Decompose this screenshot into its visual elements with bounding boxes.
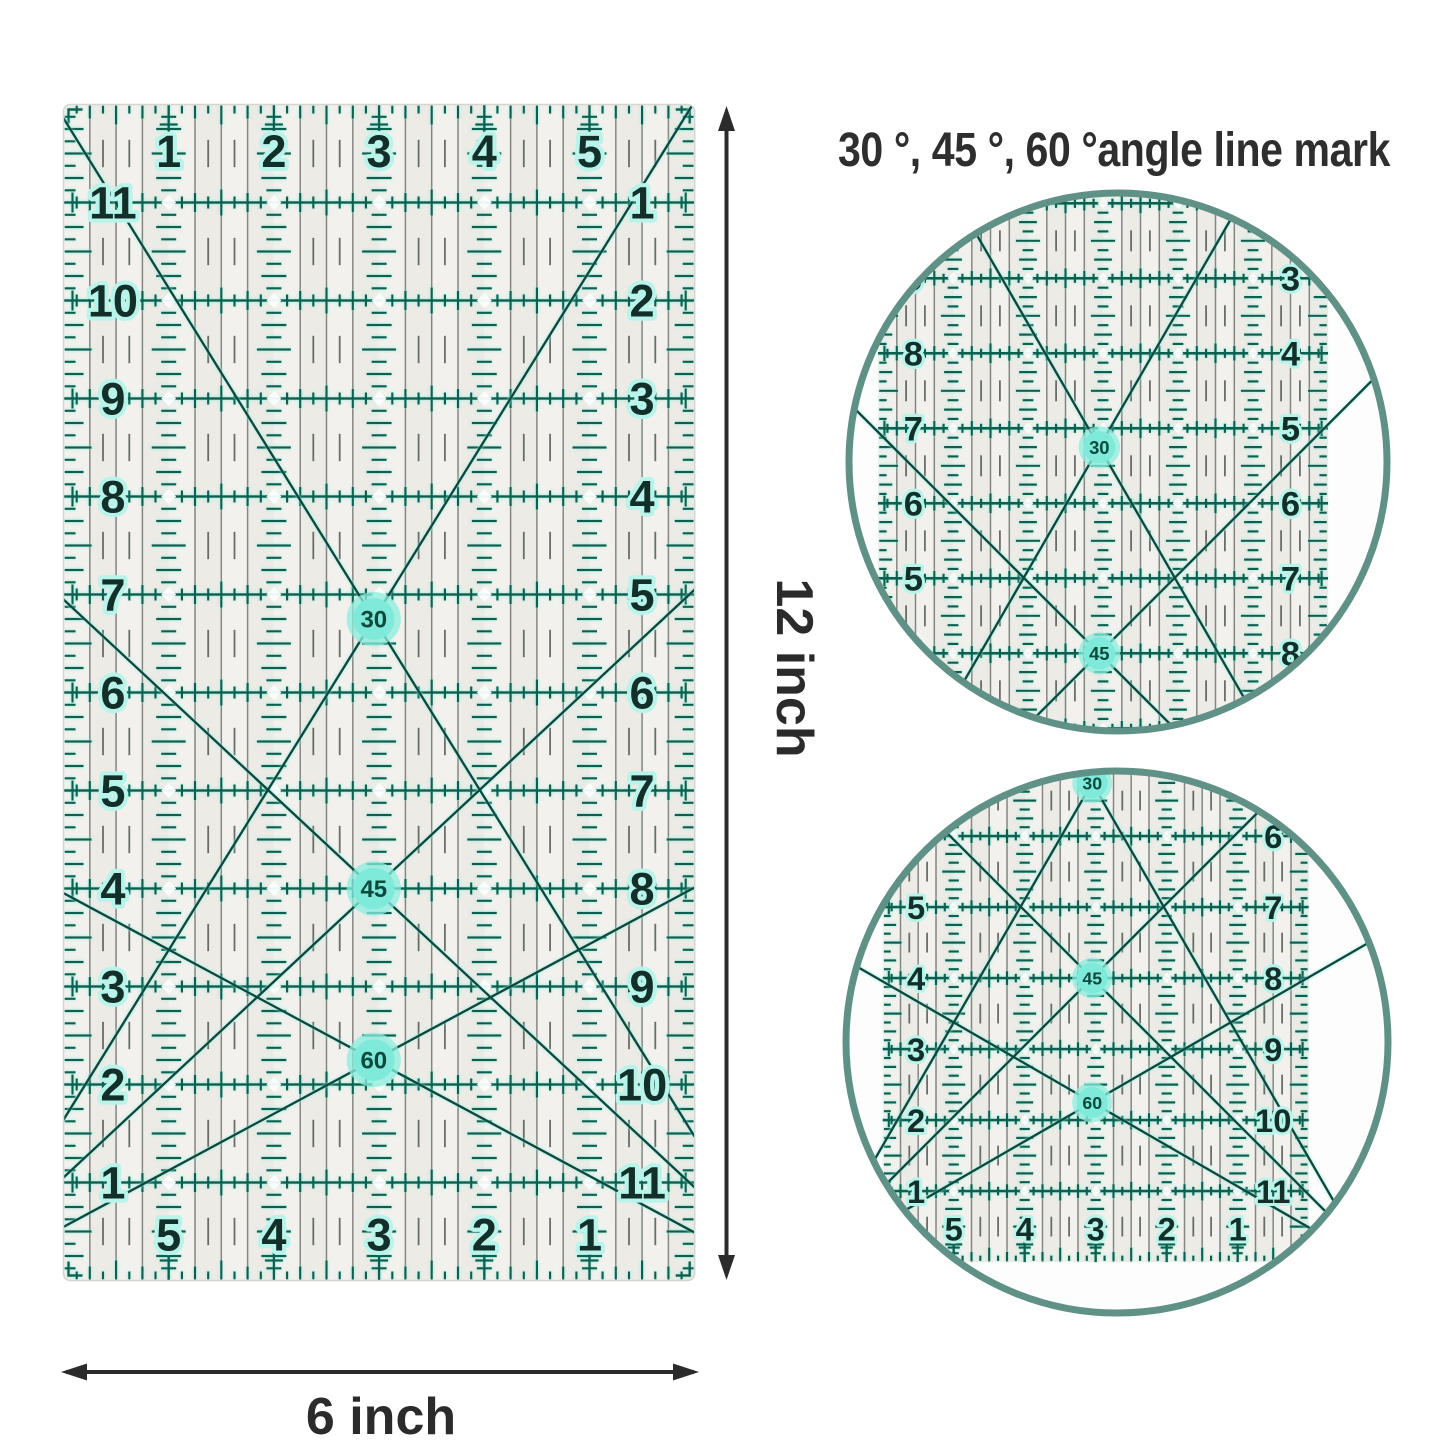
ruler-number: 8	[630, 864, 655, 915]
angle-badge-30: 30	[1078, 426, 1121, 468]
angle-badge-label: 60	[1082, 1093, 1102, 1113]
ruler-number: 4	[630, 472, 655, 523]
ruler-number: 5	[630, 570, 655, 621]
ruler-number: 7	[100, 570, 125, 621]
arrow-left-icon	[61, 1363, 87, 1381]
ruler-number: 8	[1264, 960, 1282, 997]
height-dimension-label: 12 inch	[765, 578, 823, 757]
ruler-number: 6	[100, 668, 125, 719]
angle-badge-45: 45	[346, 861, 401, 916]
ruler-number: 2	[1158, 1211, 1176, 1248]
ruler-number: 3	[907, 1031, 925, 1068]
ruler-number: 1	[1229, 1211, 1247, 1248]
ruler-number: 3	[1087, 1211, 1105, 1248]
ruler-number: 10	[1255, 1102, 1291, 1139]
angle-badge-45: 45	[1078, 632, 1121, 675]
angle-badge-label: 30	[1082, 773, 1102, 793]
ruler-number: 2	[907, 1102, 925, 1139]
ruler-number: 9	[100, 374, 125, 425]
detail-circle-bottom: 1234511109876543211234567891011543213045…	[842, 767, 1392, 1317]
arrow-up-icon	[718, 106, 735, 131]
height-dimension: 12 inch	[718, 106, 823, 1280]
ruler-number: 5	[100, 766, 125, 817]
ruler-number: 4	[261, 1210, 286, 1261]
angle-badge-label: 60	[360, 1048, 387, 1075]
ruler-number: 11	[89, 178, 137, 229]
detail-circle-ring	[845, 189, 1391, 735]
ruler-number: 4	[1016, 1211, 1034, 1248]
ruler-number: 8	[100, 472, 125, 523]
detail-circle-ring	[842, 767, 1392, 1317]
ruler-number: 4	[472, 126, 497, 177]
ruler-number: 9	[630, 962, 655, 1013]
ruler-number: 2	[100, 1060, 125, 1111]
ruler-number: 4	[907, 960, 925, 997]
angle-badge-label: 30	[360, 607, 387, 634]
detail-circle-top: 1234511109876543211234567891011543213045…	[845, 189, 1391, 735]
ruler-number: 2	[261, 126, 286, 177]
ruler-number: 5	[577, 126, 602, 177]
angle-badge-label: 45	[1089, 643, 1109, 664]
ruler-number: 1	[630, 178, 655, 229]
ruler-number: 7	[1281, 561, 1300, 599]
ruler-number: 4	[1281, 336, 1300, 374]
ruler-number: 9	[1264, 1031, 1282, 1068]
angle-lines	[63, 104, 695, 1281]
ruler-number: 7	[1264, 889, 1282, 926]
angle-badge-60: 60	[1072, 1082, 1113, 1123]
ruler-number: 3	[100, 962, 125, 1013]
ruler-number: 5	[907, 889, 925, 926]
ruler-number: 5	[156, 1210, 181, 1261]
ruler-number: 3	[367, 126, 392, 177]
ruler-number: 6	[904, 486, 923, 524]
ruler-number: 6	[630, 668, 655, 719]
ruler-number: 2	[472, 1210, 497, 1261]
arrow-down-icon	[718, 1255, 735, 1280]
width-dimension-label: 6 inch	[306, 1388, 456, 1445]
angle-badge-label: 45	[1082, 969, 1102, 989]
ruler-number: 3	[630, 374, 655, 425]
page-title: 30 °, 45 °, 60 °angle line mark	[838, 124, 1391, 177]
ruler-number: 8	[904, 336, 923, 374]
ruler-number: 5	[945, 1211, 963, 1248]
angle-lines	[846, 771, 1388, 1294]
angle-badge-label: 30	[1089, 437, 1109, 458]
ruler-number: 1	[156, 126, 181, 177]
ruler-number: 10	[88, 276, 138, 327]
ruler-number: 7	[904, 411, 923, 449]
ruler-number: 11	[1256, 1173, 1291, 1210]
ruler-number: 1	[100, 1158, 125, 1209]
angle-badge-45: 45	[1072, 958, 1113, 999]
ruler-number: 1	[577, 1210, 602, 1261]
ruler-number: 7	[630, 766, 655, 817]
angle-badge-30: 30	[346, 591, 401, 647]
angle-lines	[849, 193, 1387, 731]
ruler-number: 10	[617, 1060, 667, 1111]
ruler-number: 1	[907, 1173, 925, 1210]
angle-badge-60: 60	[346, 1032, 401, 1088]
ruler-number: 4	[100, 864, 125, 915]
width-dimension: 6 inch	[61, 1363, 699, 1445]
ruler-number: 3	[367, 1210, 392, 1261]
ruler-number: 11	[618, 1158, 666, 1209]
ruler-grid: 1234511109876543211234567891011543213045…	[849, 193, 1387, 731]
ruler-grid: 1234511109876543211234567891011543213045…	[846, 771, 1388, 1294]
ruler-number: 5	[1281, 411, 1300, 449]
ruler-number: 3	[1281, 261, 1300, 299]
ruler-number: 2	[630, 276, 655, 327]
angle-badge-label: 45	[360, 876, 387, 903]
ruler-number: 6	[1281, 486, 1300, 524]
ruler-number: 5	[904, 561, 923, 599]
arrow-right-icon	[673, 1363, 699, 1381]
